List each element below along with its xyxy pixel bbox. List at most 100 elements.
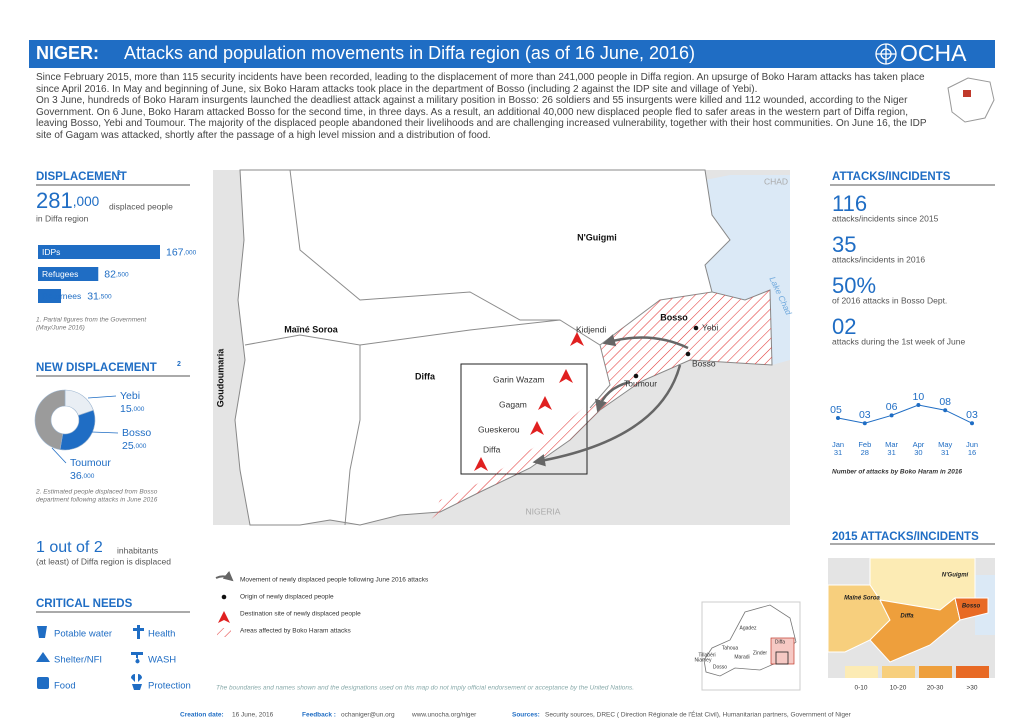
legend-label: 0-10: [854, 685, 867, 692]
label-part: 25: [122, 440, 134, 452]
footer-text: Creation date:: [180, 712, 224, 719]
legend-swatch: [845, 666, 878, 678]
legend-triangle: [218, 611, 230, 623]
donut-label: Yebi: [120, 390, 140, 402]
focus-box: [460, 363, 588, 475]
legend-dot: [221, 594, 227, 600]
map-label: Maïné Soroa: [284, 324, 339, 334]
note-mark: 1: [117, 170, 121, 177]
donut-value: 15,000: [120, 403, 145, 415]
note-mark: 2: [177, 361, 181, 368]
month-label: Feb: [858, 440, 871, 449]
inset-label: Agadez: [740, 625, 757, 631]
month-label: Jun: [966, 440, 978, 449]
intro: Since February 2015, more than 115 secur…: [36, 72, 998, 142]
donut-label: Bosso: [122, 427, 151, 439]
legend-label: 10-20: [890, 685, 907, 692]
footnote: 2. Estimated people displaced from Bosso: [35, 489, 158, 496]
bar-value: 82,500: [104, 268, 129, 280]
destination-site: [559, 369, 573, 383]
label-part: ,000: [134, 443, 147, 450]
map-2015: [827, 557, 995, 678]
bar: [38, 267, 99, 281]
bar-value: 31,500: [87, 290, 112, 302]
place-label: Diffa: [483, 444, 501, 454]
un-emblem: [875, 43, 897, 65]
legend-label: 20-30: [927, 685, 944, 692]
map-legend-item: Areas affected by Boko Haram attacks: [240, 628, 352, 635]
day-label: 31: [834, 448, 842, 457]
stat-label: of 2016 attacks in Bosso Dept.: [832, 295, 947, 305]
icon-health: [133, 625, 144, 639]
need-item: Health: [148, 629, 175, 640]
origin-point: [633, 373, 639, 379]
section-title: DISPLACEMENT: [36, 171, 127, 183]
stat-label: attacks/incidents since 2015: [832, 213, 939, 223]
locator-space: [940, 72, 998, 124]
map-label: N'Guigmi: [577, 232, 617, 242]
lake-chad: [705, 175, 790, 365]
locator-diffa: [963, 90, 971, 97]
need-icons: [36, 625, 144, 690]
stat-value: 02: [832, 314, 856, 339]
intro-paragraph: On 3 June, hundreds of Boko Haram insurg…: [36, 95, 927, 141]
map-label: Goudoumaria: [215, 348, 225, 407]
origin-points: [633, 325, 699, 379]
icon-wash: [131, 652, 143, 664]
map-label: Bosso: [660, 312, 688, 322]
leader-line: [51, 447, 67, 464]
section-title: CRITICAL NEEDS: [36, 598, 133, 610]
label-part: 15: [120, 403, 132, 415]
footer-text: Security sources, DREC ( Direction Régio…: [545, 710, 852, 719]
bar: [38, 289, 62, 303]
stat-label: attacks during the 1st week of June: [832, 336, 966, 346]
place-label: Gagam: [499, 399, 527, 409]
bar-label: IDPs: [42, 247, 60, 257]
trend-line: [837, 404, 973, 424]
movement-arrow: [532, 364, 682, 467]
rules: [36, 184, 995, 613]
need-item: Food: [54, 681, 76, 692]
day-label: 31: [887, 448, 895, 457]
destination-site: [474, 457, 488, 471]
label-part: ,000: [132, 406, 145, 413]
month-label: Apr: [913, 440, 925, 449]
header-logo: OCHA: [900, 40, 967, 66]
label-part: ,000: [82, 473, 95, 480]
header-title: Attacks and population movements in Diff…: [124, 43, 695, 63]
region-diffa: [869, 597, 961, 663]
locator-map: [947, 77, 995, 123]
legend-swatch: [882, 666, 915, 678]
icon-protection: [131, 674, 142, 690]
header-country: NIGER:: [36, 43, 99, 63]
label-part: ,500: [99, 293, 112, 300]
stat-value: 116: [832, 191, 867, 216]
trend-point: [836, 416, 840, 420]
label-part: ,000: [73, 194, 100, 209]
icon-water: [37, 626, 47, 638]
section-title: ATTACKS/INCIDENTS: [832, 171, 951, 183]
inset-label: Maradi: [734, 654, 749, 660]
inset-label: Tillabéri: [698, 652, 715, 658]
intro-paragraph: Since February 2015, more than 115 secur…: [36, 72, 925, 95]
locator-niger: [947, 77, 995, 123]
map-disclaimer: The boundaries and names shown and the d…: [216, 685, 634, 692]
region-label: N'Guigmi: [942, 573, 969, 579]
region-bosso: [954, 597, 989, 621]
trend-point: [970, 421, 974, 426]
trend-value: 06: [886, 401, 898, 413]
boundary: [289, 169, 560, 321]
total-displaced: 281,000: [36, 188, 100, 213]
movement-arrow: [595, 380, 631, 413]
donut-slice: [34, 389, 66, 450]
section-title: NEW DISPLACEMENT: [36, 362, 157, 374]
inset-label: Niamey: [695, 657, 712, 663]
trend-point: [943, 408, 948, 413]
ratio-sub: (at least) of Diffa region is displaced: [36, 556, 171, 566]
label-part: 281: [36, 188, 73, 213]
inset-label: Tahoua: [722, 645, 739, 651]
stat-value: 50%: [832, 273, 876, 298]
place-label: Toumour: [624, 378, 657, 388]
month-label: May: [938, 440, 952, 449]
